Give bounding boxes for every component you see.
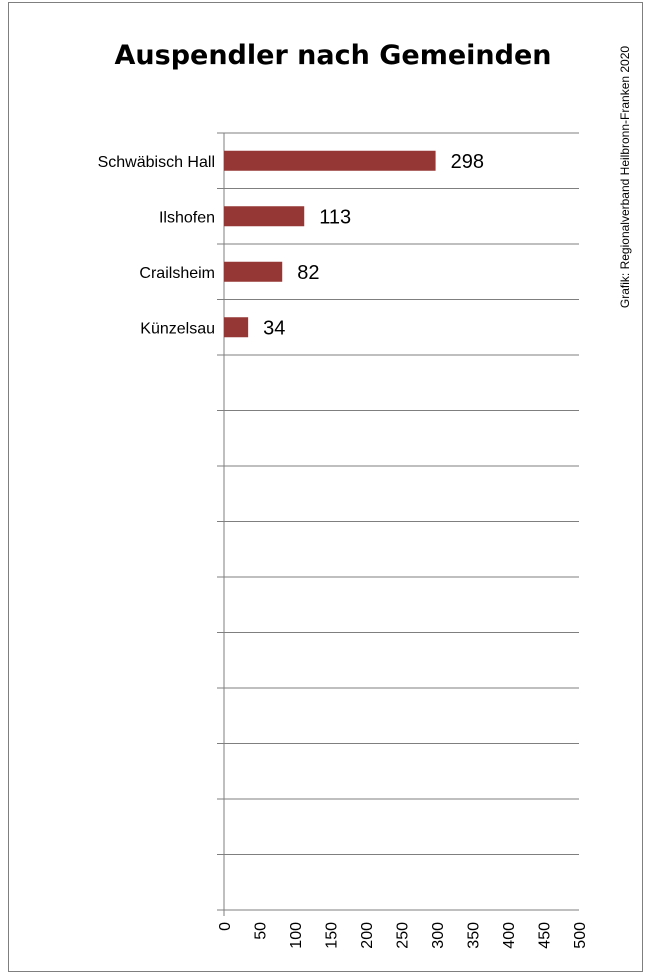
category-label: Schwäbisch Hall <box>98 154 215 171</box>
labels: 0 50 100 150 200 250 300 350 400 450 500 Schwäbisch… <box>98 151 589 949</box>
x-tick-label: 250 <box>395 922 412 949</box>
x-tick-label: 0 <box>217 922 234 931</box>
category-label: Crailsheim <box>139 265 215 282</box>
value-label: 298 <box>451 151 484 173</box>
x-tick-label: 400 <box>501 922 518 949</box>
bar <box>224 206 305 227</box>
x-tick-label: 300 <box>430 922 447 949</box>
value-label: 113 <box>319 206 351 228</box>
gridlines <box>217 132 579 911</box>
category-label: Künzelsau <box>140 320 215 337</box>
bars <box>224 150 436 338</box>
value-label: 82 <box>297 262 319 284</box>
x-tick-label: 450 <box>537 922 554 949</box>
bar-chart: Auspendler nach Gemeinden Grafik: Region… <box>98 40 632 949</box>
source-note: Grafik: Regionalverband Heilbronn-Franke… <box>618 46 632 308</box>
category-label: Ilshofen <box>159 209 215 226</box>
chart-title: Auspendler nach Gemeinden <box>115 40 552 71</box>
x-tick-label: 50 <box>253 922 270 940</box>
x-tick-label: 150 <box>324 922 341 949</box>
x-tick-label: 200 <box>359 922 376 949</box>
bar <box>224 261 283 282</box>
x-tick-label: 500 <box>572 922 589 949</box>
value-label: 34 <box>263 317 285 339</box>
x-tick-label: 350 <box>466 922 483 949</box>
chart-frame: Auspendler nach Gemeinden Grafik: Region… <box>8 2 643 972</box>
x-tick-label: 100 <box>288 922 305 949</box>
bar <box>224 150 436 171</box>
bar <box>224 317 249 338</box>
